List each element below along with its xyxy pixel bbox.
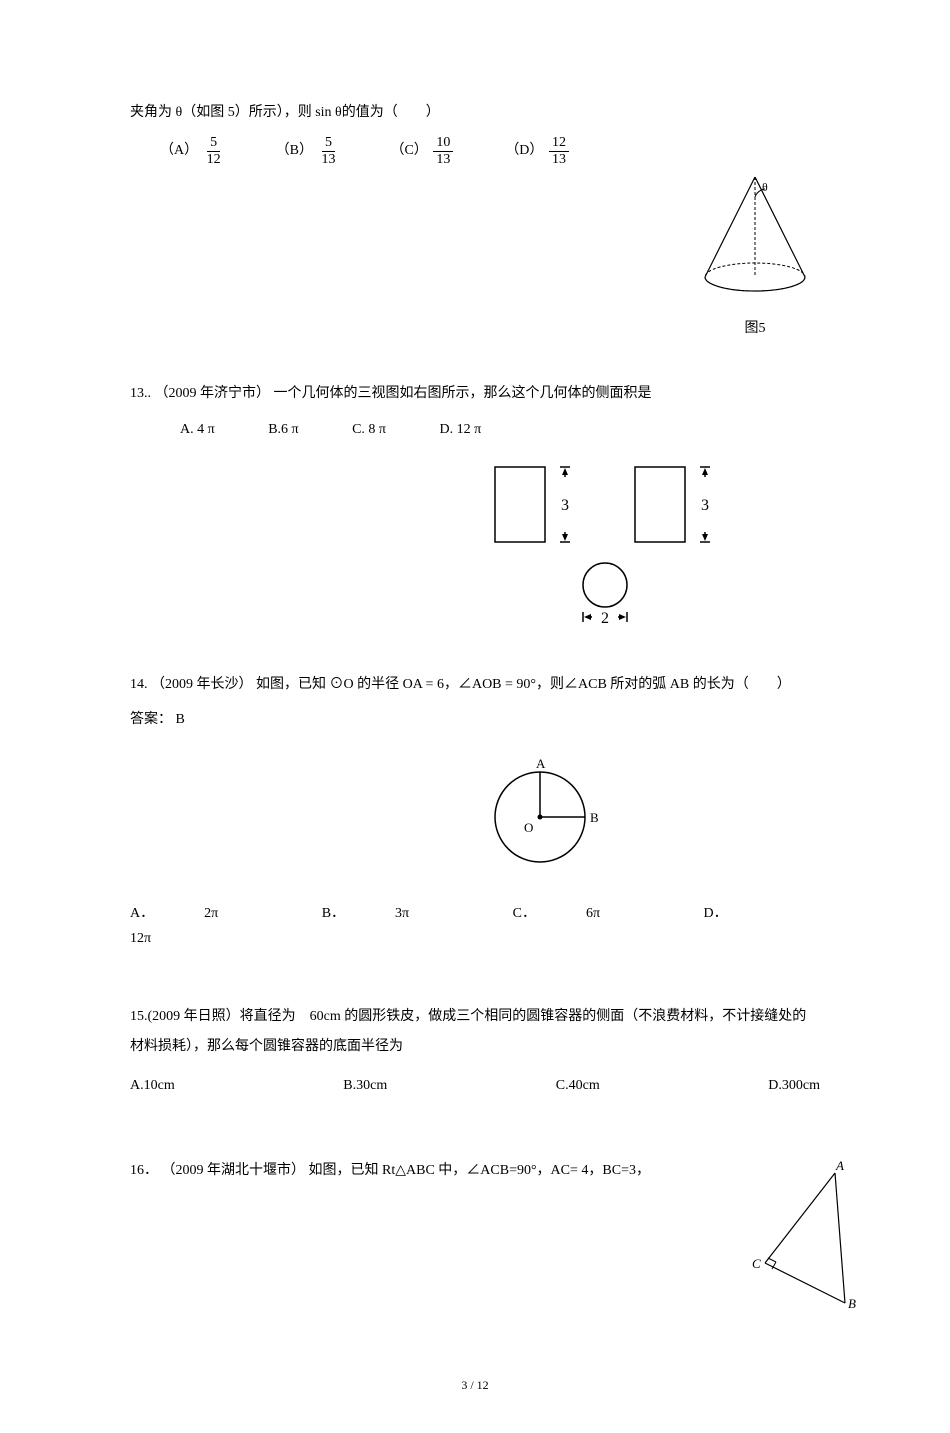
problem-13: 13.. （2009 年济宁市） 一个几何体的三视图如右图所示，那么这个几何体的… (130, 381, 820, 631)
page-number: 3 / 12 (130, 1378, 820, 1393)
problem-15: 15.(2009 年日照）将直径为 60cm 的圆形铁皮，做成三个相同的圆锥容器… (130, 1002, 820, 1099)
option-d: （D） 1213 (505, 135, 571, 167)
option-a: A．2π (130, 906, 268, 921)
option-b: B.6 π (268, 422, 298, 437)
option-a: A.10cm (130, 1073, 175, 1098)
problem-12-options: （A） 512 （B） 513 （C） 1013 （D） 1213 (160, 135, 820, 167)
svg-text:C: C (752, 1256, 761, 1271)
svg-text:3: 3 (561, 497, 569, 514)
option-d: D.300cm (768, 1073, 820, 1098)
figure-5-cone: θ 图5 (690, 167, 820, 341)
svg-text:θ: θ (762, 180, 768, 194)
side-view-icon: 3 (630, 462, 730, 547)
svg-text:B: B (848, 1296, 856, 1308)
problem-15-options: A.10cm B.30cm C.40cm D.300cm (130, 1073, 820, 1098)
problem-14-answer: 答案： B (130, 707, 820, 732)
svg-text:O: O (524, 820, 533, 835)
circle-icon: A B O (480, 752, 620, 872)
option-c: C．6π (513, 906, 650, 921)
option-a: A. 4 π (180, 422, 215, 437)
figure-5-label: 图5 (690, 316, 820, 341)
triangle-figure: A B C (750, 1158, 860, 1317)
svg-text:2: 2 (601, 610, 609, 627)
option-c: C. 8 π (352, 422, 386, 437)
problem-14: 14. （2009 年长沙） 如图，已知 ⊙O 的半径 OA = 6，∠AOB … (130, 672, 820, 952)
option-c: C.40cm (556, 1073, 600, 1098)
svg-text:A: A (536, 756, 546, 771)
problem-16: A B C 16． （2009 年湖北十堰市） 如图，已知 Rt△ABC 中，∠… (130, 1158, 820, 1317)
front-view-icon: 3 (490, 462, 590, 547)
option-c: （C） 1013 (390, 135, 455, 167)
three-view-figure: 3 3 (460, 462, 760, 632)
svg-text:A: A (835, 1158, 844, 1173)
problem-15-stem: 15.(2009 年日照）将直径为 60cm 的圆形铁皮，做成三个相同的圆锥容器… (130, 1002, 820, 1064)
svg-text:3: 3 (701, 497, 709, 514)
top-view-icon: 2 (570, 557, 650, 632)
problem-13-options: A. 4 π B.6 π C. 8 π D. 12 π (180, 417, 820, 442)
option-b: B．3π (322, 906, 459, 921)
circle-figure: A B O (450, 752, 650, 881)
problem-12-stem: 夹角为 θ（如图 5）所示），则 sin θ的值为（ ） (130, 100, 820, 125)
problem-16-stem: 16． （2009 年湖北十堰市） 如图，已知 Rt△ABC 中，∠ACB=90… (130, 1158, 820, 1183)
triangle-icon: A B C (750, 1158, 860, 1308)
svg-text:B: B (590, 810, 599, 825)
option-d: D. 12 π (440, 422, 482, 437)
problem-13-stem: 13.. （2009 年济宁市） 一个几何体的三视图如右图所示，那么这个几何体的… (130, 381, 820, 406)
option-b: （B） 513 (276, 135, 341, 167)
option-b: B.30cm (343, 1073, 387, 1098)
cone-icon: θ (690, 167, 820, 307)
problem-12: 夹角为 θ（如图 5）所示），则 sin θ的值为（ ） （A） 512 （B）… (130, 100, 820, 341)
problem-14-options: A．2π B．3π C．6π D．12π (130, 901, 820, 951)
problem-14-stem: 14. （2009 年长沙） 如图，已知 ⊙O 的半径 OA = 6，∠AOB … (130, 672, 820, 697)
option-a: （A） 512 (160, 135, 226, 167)
